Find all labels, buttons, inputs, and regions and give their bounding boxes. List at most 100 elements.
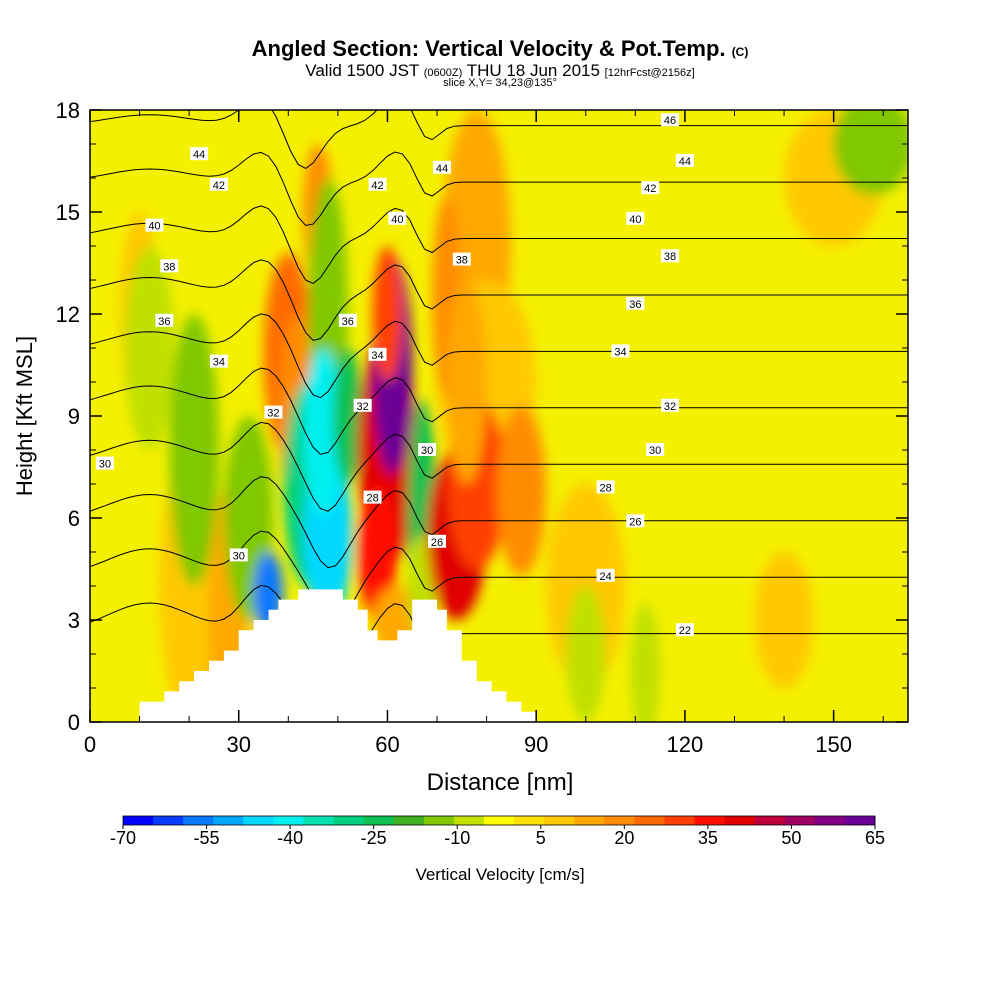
- contour-label-text: 44: [193, 149, 205, 161]
- contour-label: 34: [209, 354, 228, 369]
- colorbar-tick-label: 20: [614, 828, 634, 848]
- contour-label-text: 36: [342, 316, 354, 328]
- contour-label-text: 46: [664, 115, 676, 127]
- velocity-cell: [446, 280, 487, 484]
- theta-contour-22: [90, 584, 908, 682]
- contour-label-text: 30: [421, 445, 433, 457]
- contour-label: 30: [229, 548, 248, 562]
- y-tick-label: 6: [68, 506, 80, 531]
- velocity-cell: [124, 246, 175, 450]
- x-tick-label: 120: [667, 732, 704, 757]
- colorbar-tick-label: -70: [110, 828, 136, 848]
- colorbar-swatch: [574, 816, 605, 825]
- contour-label: 32: [353, 398, 372, 413]
- contour-label: 38: [160, 259, 179, 273]
- contour-label-box: [452, 252, 471, 266]
- contour-label: 42: [209, 177, 228, 192]
- contour-label-text: 24: [599, 571, 611, 583]
- contour-label: 30: [418, 443, 437, 457]
- contour-label: 26: [428, 534, 447, 549]
- contour-label: 44: [190, 147, 209, 161]
- colorbar-swatch: [754, 816, 786, 825]
- plot-area: 46 44 44 44 42 42 42 40 40 40 38 38 38 36 36 36 34 34 34 32…: [90, 110, 908, 722]
- contour-label-box: [368, 347, 387, 361]
- colorbar-tick-label: 50: [781, 828, 801, 848]
- contour-label-text: 34: [614, 346, 626, 358]
- theta-contour-40: [90, 110, 908, 169]
- theta-contour-32: [90, 313, 908, 399]
- contour-label: 28: [596, 480, 615, 494]
- theta-contour-34: [90, 259, 908, 341]
- contour-label-text: 40: [391, 214, 403, 226]
- contour-label: 42: [368, 177, 387, 192]
- valid-date: THU 18 Jun 2015: [466, 61, 600, 80]
- contour-label-box: [626, 211, 645, 225]
- theta-contour-30: [90, 367, 908, 455]
- contour-label-box: [160, 259, 179, 273]
- colorbar-frame: [122, 815, 876, 826]
- colorbar-tick-label: -55: [194, 828, 220, 848]
- colorbar-swatch: [604, 816, 635, 825]
- contour-label-box: [641, 181, 660, 195]
- contour-label-box: [626, 514, 645, 528]
- colorbar-swatch: [664, 816, 696, 825]
- velocity-cell: [565, 586, 606, 722]
- theta-contour-24: [90, 530, 908, 625]
- contour-label: 36: [338, 313, 357, 328]
- velocity-cell: [630, 603, 661, 722]
- contour-label: 40: [145, 218, 164, 233]
- colorbar-tick-label: 35: [698, 828, 718, 848]
- colorbar-tick-label: -10: [444, 828, 470, 848]
- y-tick-label: 12: [56, 302, 80, 327]
- contour-label-box: [363, 490, 382, 504]
- colorbar-swatch: [303, 816, 335, 825]
- contour-label: 28: [363, 490, 382, 505]
- contour-label: 44: [675, 154, 694, 168]
- contour-label-text: 32: [357, 401, 369, 413]
- x-tick-label: 0: [84, 732, 96, 757]
- contour-label-box: [675, 154, 694, 167]
- contour-label-box: [626, 296, 645, 310]
- contour-label: 32: [661, 398, 680, 413]
- forecast-info: [12hrFcst@2156z]: [604, 67, 695, 79]
- contour-label-text: 36: [629, 299, 641, 311]
- colorbar-swatch: [213, 816, 244, 825]
- contour-label-box: [432, 160, 451, 174]
- valid-utc: (0600Z): [423, 67, 463, 79]
- colorbar: -70 -55 -40 -25 -10 5 20 35 50 65: [110, 815, 885, 848]
- contour-label-box: [95, 456, 114, 470]
- valid-time: Valid 1500 JST: [305, 61, 419, 80]
- theta-contour-38: [90, 151, 908, 226]
- colorbar-swatch: [483, 816, 515, 825]
- colorbar-tick-label: 65: [865, 828, 885, 848]
- y-tick-label: 0: [68, 710, 80, 735]
- contour-label-text: 40: [629, 214, 641, 226]
- colorbar-swatch: [183, 816, 214, 825]
- colorbar-swatch: [694, 816, 726, 825]
- contour-label-text: 36: [158, 316, 170, 328]
- contour-label-box: [209, 177, 228, 191]
- y-tick-label: 9: [68, 404, 80, 429]
- contour-label-text: 42: [644, 183, 656, 195]
- contour-label-box: [368, 177, 387, 191]
- contour-label: 40: [388, 211, 407, 226]
- contour-label: 26: [626, 514, 645, 528]
- terrain: [90, 589, 908, 722]
- contour-label-box: [229, 548, 248, 562]
- velocity-field: [119, 110, 908, 722]
- contour-label-box: [646, 443, 665, 456]
- contour-label-text: 28: [599, 482, 611, 494]
- x-tick-label: 60: [375, 732, 399, 757]
- units-tag: (C): [731, 45, 749, 59]
- velocity-cell: [332, 348, 363, 484]
- velocity-cell: [303, 348, 343, 518]
- contour-label: 34: [368, 347, 387, 362]
- contour-label-text: 38: [456, 255, 468, 267]
- contour-label-box: [145, 218, 164, 232]
- colorbar-swatch: [453, 816, 485, 825]
- x-tick-label: 30: [226, 732, 250, 757]
- colorbar-tick-label: 5: [536, 828, 546, 848]
- colorbar-swatch: [333, 816, 365, 825]
- contour-label-text: 30: [99, 459, 111, 471]
